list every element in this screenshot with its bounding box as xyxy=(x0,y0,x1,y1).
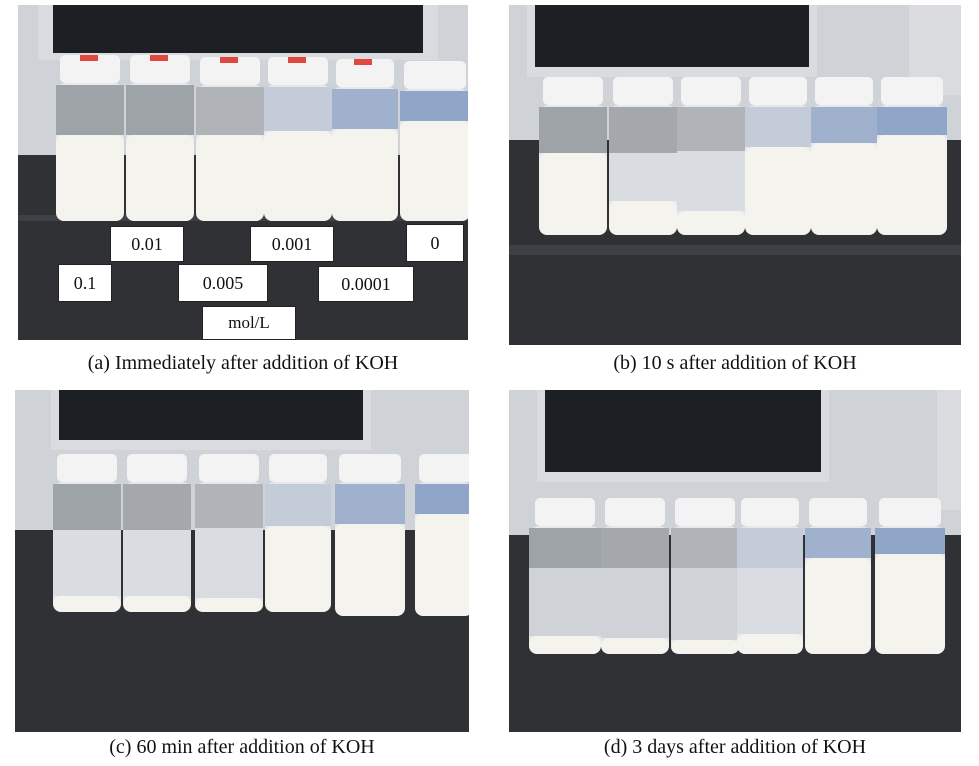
vials-d xyxy=(529,498,945,654)
concentration-label-0-0001: 0.0001 xyxy=(318,266,414,302)
panel-c-caption: (c) 60 min after addition of KOH xyxy=(109,736,375,758)
concentration-label-0-1: 0.1 xyxy=(58,264,112,302)
vials-c xyxy=(53,454,469,616)
panel-c-scene xyxy=(15,390,469,732)
panel-d-caption: (d) 3 days after addition of KOH xyxy=(603,736,867,758)
panel-d-photo xyxy=(509,390,961,732)
concentration-label-0-005: 0.005 xyxy=(178,264,268,302)
panel-b-photo xyxy=(509,5,961,345)
concentration-label-0-001: 0.001 xyxy=(250,226,334,262)
concentration-label-0: 0 xyxy=(406,224,464,262)
panel-d-scene xyxy=(509,390,961,732)
panel-c-photo xyxy=(15,390,469,732)
vials-a xyxy=(56,55,468,221)
panel-b-caption: (b) 10 s after addition of KOH xyxy=(613,352,857,374)
panel-b-scene xyxy=(509,5,961,345)
concentration-label-0-01: 0.01 xyxy=(110,226,184,262)
vials-b xyxy=(539,77,947,235)
concentration-unit-label: mol/L xyxy=(202,306,296,340)
panel-a-caption: (a) Immediately after addition of KOH xyxy=(87,352,399,374)
